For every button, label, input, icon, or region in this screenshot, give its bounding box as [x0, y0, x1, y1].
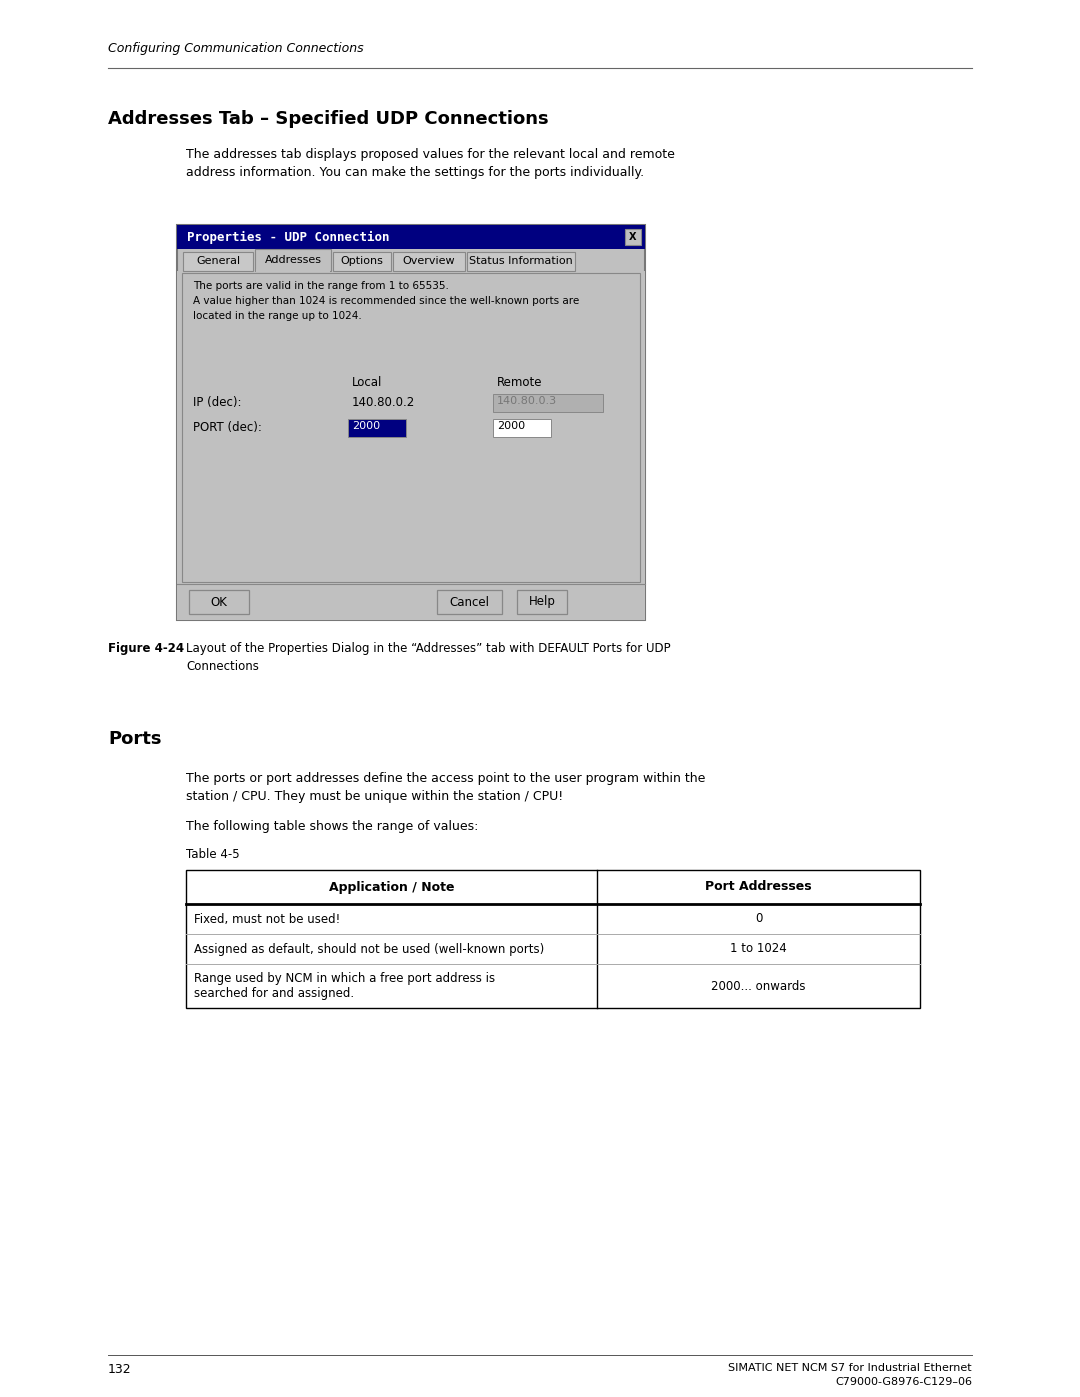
Bar: [625, 229, 642, 244]
Bar: [177, 584, 645, 620]
Text: The addresses tab displays proposed values for the relevant local and remote
add: The addresses tab displays proposed valu…: [186, 148, 675, 179]
Text: Range used by NCM in which a free port address is
searched for and assigned.: Range used by NCM in which a free port a…: [194, 972, 495, 1000]
Bar: [177, 225, 645, 620]
Text: Local: Local: [352, 376, 382, 388]
Text: 140.80.0.3: 140.80.0.3: [497, 395, 557, 407]
Text: Assigned as default, should not be used (well-known ports): Assigned as default, should not be used …: [194, 943, 544, 956]
Text: Port Addresses: Port Addresses: [705, 880, 812, 894]
Text: Cancel: Cancel: [449, 595, 489, 609]
Bar: [183, 251, 253, 271]
Text: X: X: [630, 232, 637, 242]
Text: SIMATIC NET NCM S7 for Industrial Ethernet: SIMATIC NET NCM S7 for Industrial Ethern…: [728, 1363, 972, 1373]
Text: Application / Note: Application / Note: [328, 880, 455, 894]
Bar: [255, 249, 330, 271]
Text: Ports: Ports: [108, 731, 162, 747]
Text: The following table shows the range of values:: The following table shows the range of v…: [186, 820, 478, 833]
Bar: [189, 590, 249, 615]
Bar: [186, 870, 920, 1009]
Bar: [492, 419, 551, 437]
Bar: [348, 419, 406, 437]
Bar: [467, 251, 575, 271]
Text: Configuring Communication Connections: Configuring Communication Connections: [108, 42, 364, 54]
Bar: [177, 271, 645, 584]
Bar: [492, 394, 603, 412]
Bar: [177, 225, 645, 249]
Text: 0: 0: [755, 912, 762, 925]
Text: Addresses: Addresses: [265, 256, 322, 265]
Text: Remote: Remote: [497, 376, 542, 388]
Text: 2000: 2000: [497, 420, 525, 432]
Text: 1 to 1024: 1 to 1024: [730, 943, 787, 956]
Text: Status Information: Status Information: [469, 257, 572, 267]
Bar: [437, 590, 502, 615]
Text: Properties - UDP Connection: Properties - UDP Connection: [187, 231, 390, 243]
Text: 2000: 2000: [352, 420, 380, 432]
Text: Help: Help: [528, 595, 555, 609]
Text: Fixed, must not be used!: Fixed, must not be used!: [194, 912, 340, 925]
Text: IP (dec):: IP (dec):: [193, 395, 242, 409]
Text: 140.80.0.2: 140.80.0.2: [352, 395, 415, 409]
Text: Layout of the Properties Dialog in the “Addresses” tab with DEFAULT Ports for UD: Layout of the Properties Dialog in the “…: [186, 643, 671, 673]
Text: 132: 132: [108, 1363, 132, 1376]
Text: The ports or port addresses define the access point to the user program within t: The ports or port addresses define the a…: [186, 773, 705, 803]
Bar: [183, 272, 640, 583]
Bar: [256, 270, 330, 272]
Text: General: General: [195, 257, 240, 267]
Text: Overview: Overview: [403, 257, 456, 267]
Text: Addresses Tab – Specified UDP Connections: Addresses Tab – Specified UDP Connection…: [108, 110, 549, 129]
Text: PORT (dec):: PORT (dec):: [193, 420, 261, 434]
Text: Options: Options: [340, 257, 383, 267]
Bar: [333, 251, 391, 271]
Text: OK: OK: [211, 595, 228, 609]
Text: Figure 4-24: Figure 4-24: [108, 643, 184, 655]
Text: The ports are valid in the range from 1 to 65535.
A value higher than 1024 is re: The ports are valid in the range from 1 …: [193, 281, 579, 320]
Text: C79000-G8976-C129–06: C79000-G8976-C129–06: [835, 1377, 972, 1387]
Bar: [393, 251, 465, 271]
Text: 2000... onwards: 2000... onwards: [712, 979, 806, 992]
Text: Table 4-5: Table 4-5: [186, 848, 240, 861]
Bar: [517, 590, 567, 615]
